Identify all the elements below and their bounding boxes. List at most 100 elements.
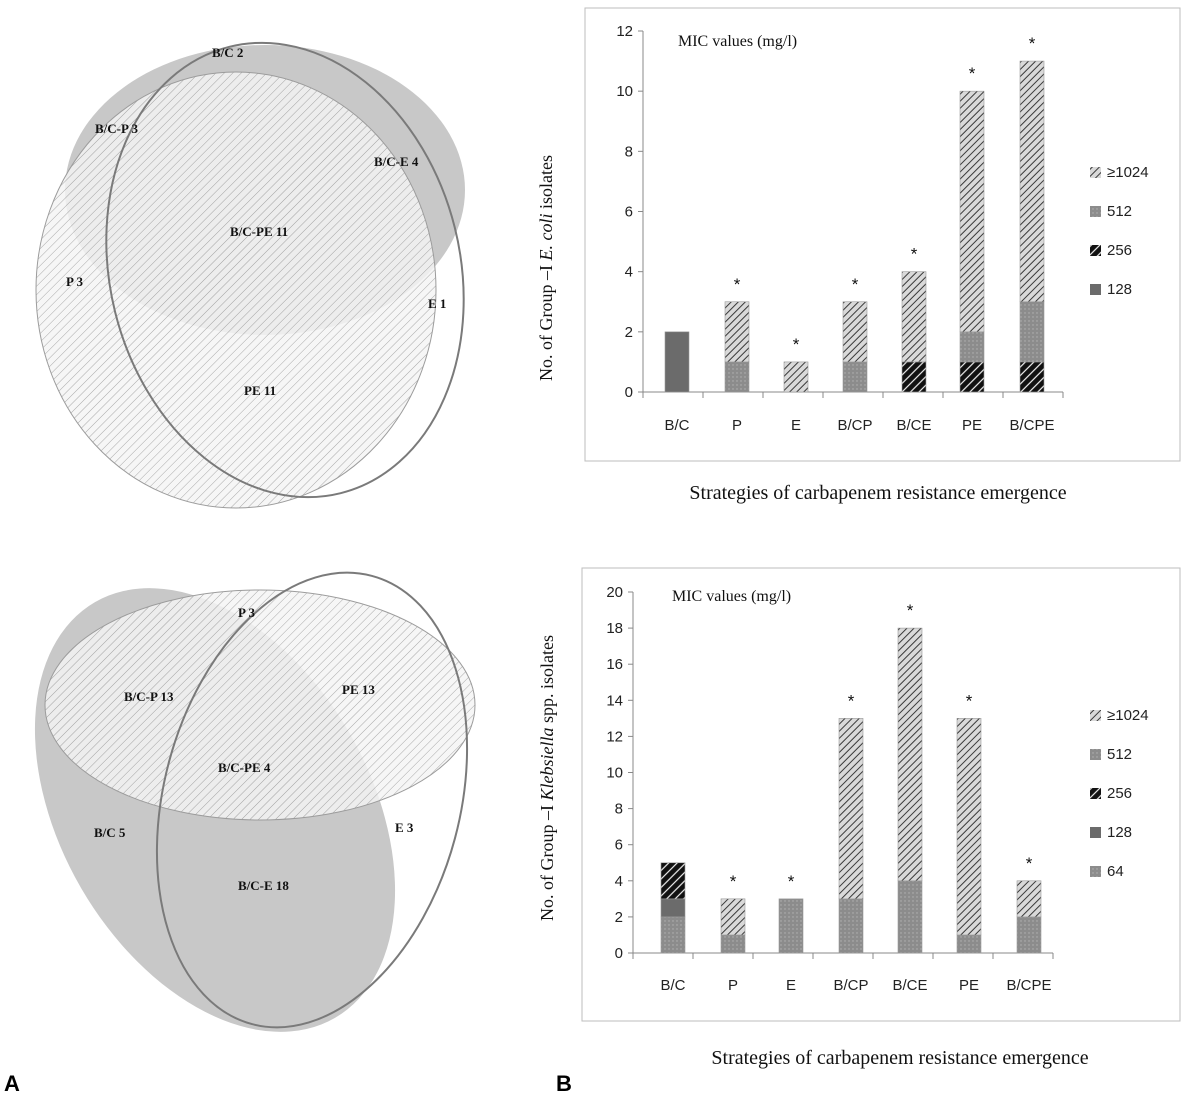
venn-bottom-label-bc-pe: B/C-PE 4 — [218, 760, 271, 775]
significance-marker: * — [1026, 854, 1033, 873]
bar-segment-PE-1 — [959, 361, 985, 393]
bar-segment-BCPE-3 — [1019, 60, 1045, 303]
y-tick-label: 10 — [606, 765, 623, 782]
bar-segment-BC-1 — [660, 898, 686, 918]
significance-marker: * — [907, 601, 914, 620]
legend-entry: ≥1024 — [1107, 707, 1149, 724]
y-tick-label: 18 — [606, 620, 623, 637]
y-tick-label: 6 — [625, 204, 633, 221]
x-axis-label: Strategies of carbapenem resistance emer… — [711, 1047, 1088, 1069]
y-axis-label-suffix: isolates — [536, 155, 556, 214]
significance-marker: * — [730, 872, 737, 891]
x-tick-label: B/CPE — [1006, 977, 1051, 994]
chart-ecoli: 0 2 4 6 8 10 12 B/C * P * E * B/CP * B/CE * PE * B/CPE MIC v… — [536, 7, 1181, 504]
venn-bottom-p-set — [44, 589, 476, 821]
venn-bottom-label-e: E 3 — [395, 820, 414, 835]
bar-segment-PE-3 — [959, 90, 985, 333]
y-tick-label: 12 — [606, 728, 623, 745]
venn-bottom-label-bc-p: B/C-P 13 — [124, 689, 174, 704]
y-tick-label: 0 — [615, 945, 623, 962]
significance-marker: * — [848, 691, 855, 710]
bar-segment-PE-2 — [959, 331, 985, 363]
bar-segment-BCE-4 — [897, 627, 923, 882]
legend-entry: 512 — [1107, 746, 1132, 763]
chart-klebsiella: 0 2 4 6 8 10 12 14 16 18 20 B/C * P * E * B/CP * B/CE * PE * B/… — [537, 567, 1181, 1069]
bar-segment-BCPE-1 — [1019, 361, 1045, 393]
chart-title: MIC values (mg/l) — [678, 33, 797, 50]
x-tick-label: E — [786, 977, 796, 994]
venn-top-e-set — [105, 41, 465, 499]
y-axis-label: No. of Group –I E. coli isolates — [536, 155, 556, 381]
x-tick-label: B/CP — [833, 977, 868, 994]
x-tick-label: B/C — [660, 977, 685, 994]
bar-segment-BC-2 — [660, 862, 686, 900]
y-axis-label-italic: Klebsiella — [537, 728, 557, 802]
significance-marker: * — [966, 691, 973, 710]
venn-top-label-bc: B/C 2 — [212, 45, 243, 60]
y-tick-label: 20 — [606, 584, 623, 601]
bar-segment-BC-0 — [664, 331, 690, 393]
y-tick-label: 10 — [616, 83, 633, 100]
venn-bottom-label-p: P 3 — [238, 605, 255, 620]
legend-entry: 256 — [1107, 242, 1132, 259]
x-tick-label: B/CE — [896, 417, 931, 434]
bar-segment-BCP-0 — [838, 898, 864, 954]
y-axis-label-italic: E. coli — [536, 214, 556, 262]
venn-top-label-bc-e: B/C-E 4 — [374, 154, 419, 169]
y-tick-label: 8 — [625, 143, 633, 160]
y-axis-label: No. of Group –I Klebsiella spp. isolates — [537, 635, 557, 921]
bar-segment-BCPE-0 — [1016, 916, 1042, 954]
venn-bottom-label-pe: PE 13 — [342, 682, 375, 697]
bar-segment-E-0 — [778, 898, 804, 954]
legend-swatch — [1090, 827, 1101, 838]
legend-swatch — [1090, 284, 1101, 295]
x-tick-label: B/CE — [892, 977, 927, 994]
bar-segment-P-4 — [720, 898, 746, 936]
y-tick-label: 0 — [625, 384, 633, 401]
venn-top-label-pe: PE 11 — [244, 383, 276, 398]
legend-swatch — [1090, 167, 1101, 178]
bar-segment-BC-0 — [660, 916, 686, 954]
significance-marker: * — [788, 872, 795, 891]
x-axis-label: Strategies of carbapenem resistance emer… — [689, 482, 1066, 504]
y-tick-label: 6 — [615, 837, 623, 854]
y-tick-label: 12 — [616, 23, 633, 40]
bar-segment-E-3 — [783, 361, 809, 393]
x-tick-label: E — [791, 417, 801, 434]
bar-segment-BCE-0 — [897, 880, 923, 954]
y-tick-label: 8 — [615, 801, 623, 818]
x-tick-label: B/C — [664, 417, 689, 434]
y-axis-label-suffix: spp. isolates — [537, 635, 557, 728]
x-tick-label: B/CP — [837, 417, 872, 434]
y-tick-label: 2 — [615, 909, 623, 926]
venn-bottom: P 3 B/C-P 13 PE 13 B/C-PE 4 B/C 5 E 3 B/… — [34, 571, 476, 1032]
significance-marker: * — [852, 275, 859, 294]
y-tick-label: 16 — [606, 656, 623, 673]
panel-label-b: B — [556, 1071, 572, 1096]
legend-entry: 128 — [1107, 824, 1132, 841]
bar-segment-PE-0 — [956, 934, 982, 954]
bar-segment-BCE-3 — [901, 271, 927, 363]
bar-segment-P-0 — [720, 934, 746, 954]
legend-swatch — [1090, 749, 1101, 760]
venn-top-p-set — [35, 71, 437, 509]
significance-marker: * — [969, 64, 976, 83]
legend-swatch — [1090, 788, 1101, 799]
bar-segment-PE-4 — [956, 718, 982, 936]
venn-top-label-bc-pe: B/C-PE 11 — [230, 224, 288, 239]
legend-swatch — [1090, 710, 1101, 721]
significance-marker: * — [734, 275, 741, 294]
bar-segment-BCP-2 — [842, 361, 868, 393]
y-tick-label: 2 — [625, 324, 633, 341]
x-tick-label: PE — [959, 977, 979, 994]
y-tick-label: 4 — [615, 873, 623, 890]
legend-entry: 128 — [1107, 281, 1132, 298]
venn-top-label-bc-p: B/C-P 3 — [95, 121, 138, 136]
bar-segment-BCPE-2 — [1019, 301, 1045, 363]
venn-top-label-p: P 3 — [66, 274, 83, 289]
venn-bottom-label-bc-e: B/C-E 18 — [238, 878, 289, 893]
bar-segment-P-3 — [724, 301, 750, 363]
y-tick-label: 4 — [625, 264, 633, 281]
bar-segment-BCE-1 — [901, 361, 927, 393]
venn-top: B/C 2 B/C-P 3 B/C-E 4 B/C-PE 11 P 3 E 1 … — [35, 41, 465, 509]
